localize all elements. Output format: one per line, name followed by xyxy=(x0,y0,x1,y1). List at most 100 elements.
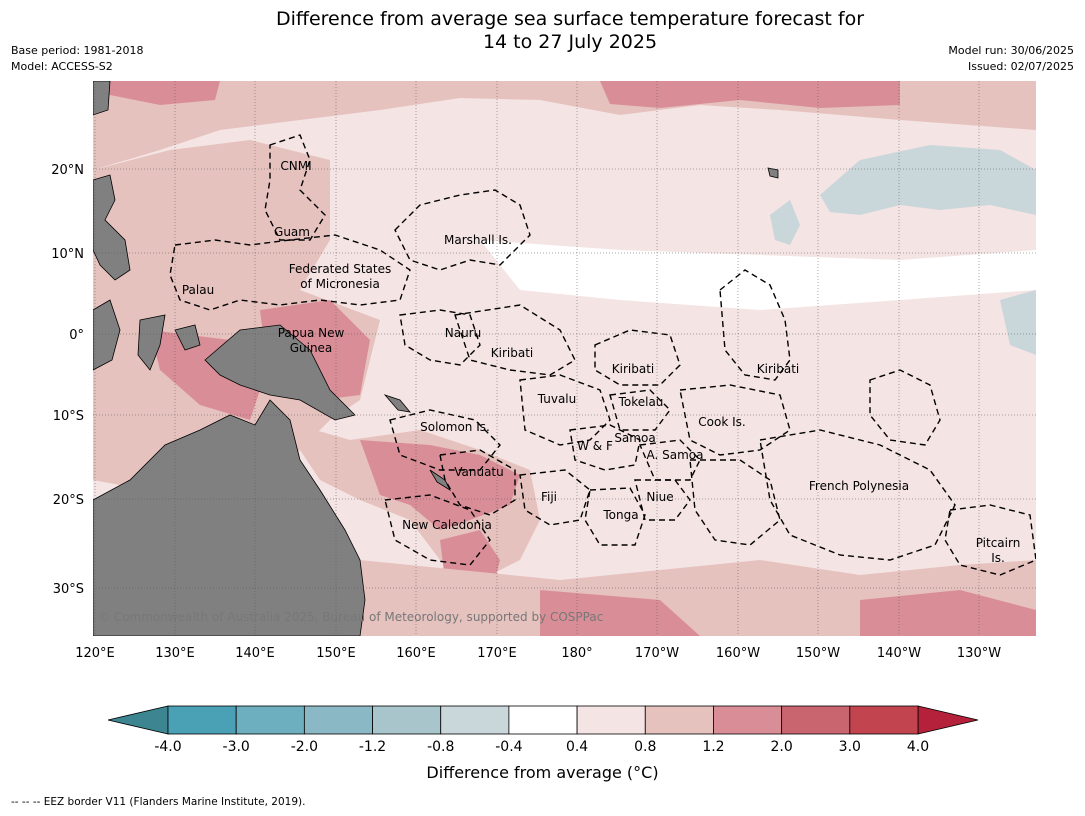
hawaii-landmass xyxy=(767,167,779,179)
colorbar-tick-label: 0.8 xyxy=(634,739,656,755)
chart-title: Difference from average sea surface temp… xyxy=(0,8,1085,54)
region-label: Tonga xyxy=(602,508,638,522)
lat-label: 20°N xyxy=(51,163,84,178)
eez-nauru xyxy=(399,309,481,366)
region-label: Nauru xyxy=(445,326,481,340)
new-guinea-landmass xyxy=(204,324,356,421)
colorbar-tick-label: -3.0 xyxy=(223,739,250,755)
eez-kiribati-central xyxy=(594,329,681,386)
region-label: Solomon Is. xyxy=(420,420,490,434)
colorbar-segment xyxy=(576,705,646,735)
lon-label: 150°W xyxy=(796,646,840,661)
lat-label: 10°S xyxy=(53,409,84,424)
eez-solomon xyxy=(389,409,501,471)
colorbar-segment xyxy=(167,705,237,735)
region-label: Is. xyxy=(991,551,1005,565)
eez-tuvalu xyxy=(519,374,611,446)
eez-cnmi-guam xyxy=(264,134,326,241)
colorbar-segment xyxy=(781,705,851,735)
eez-cook-south xyxy=(689,459,781,546)
region-label: Tuvalu xyxy=(537,392,577,406)
eez-tonga xyxy=(584,487,646,546)
region-label: Marshall Is. xyxy=(444,233,512,247)
region-label: Pitcairn xyxy=(976,536,1021,550)
colorbar-segment xyxy=(440,705,510,735)
region-label: Federated States xyxy=(289,262,391,276)
model-run: Model run: 30/06/2025 xyxy=(948,44,1074,57)
eez-niue xyxy=(634,479,691,521)
sst-hot-northwest xyxy=(100,81,220,105)
eez-marquesas xyxy=(869,369,941,446)
taiwan-landmass xyxy=(93,81,111,116)
colorbar-segment xyxy=(644,705,714,735)
colorbar-tick-label: 1.2 xyxy=(702,739,724,755)
lon-label: 180° xyxy=(561,646,592,661)
eez-borders xyxy=(169,134,1036,576)
region-label: Kiribati xyxy=(757,362,799,376)
sst-hot-south-1 xyxy=(540,590,700,636)
base-period: Base period: 1981-2018 xyxy=(11,44,144,57)
colorbar-tick-label: 2.0 xyxy=(771,739,793,755)
colorbar-tick-label: 0.4 xyxy=(566,739,588,755)
region-label: Tokelau xyxy=(618,395,664,409)
region-label: Fiji xyxy=(541,490,557,504)
region-label: Papua New xyxy=(278,326,345,340)
eez-vanuatu xyxy=(439,449,516,516)
title-line-1: Difference from average sea surface temp… xyxy=(275,8,865,30)
latitude-labels: 20°N 10°N 0° 10°S 20°S 30°S xyxy=(51,163,84,597)
longitude-labels: 120°E 130°E 140°E 150°E 160°E 170°E 180° 170°W 1… xyxy=(75,646,1001,661)
colorbar-segment xyxy=(713,705,783,735)
new-caledonia-landmass xyxy=(429,469,451,492)
map-area xyxy=(93,81,1036,636)
region-label: Vanuatu xyxy=(454,465,504,479)
region-label: Cook Is. xyxy=(698,415,745,429)
region-label: New Caledonia xyxy=(402,518,492,532)
borneo-landmass xyxy=(93,299,121,371)
lon-label: 170°E xyxy=(477,646,517,661)
lon-label: 130°W xyxy=(957,646,1001,661)
sulawesi-landmass xyxy=(137,314,166,371)
lat-label: 10°N xyxy=(51,247,84,262)
colorbar-tick-label: -1.2 xyxy=(359,739,386,755)
eez-marshall xyxy=(394,189,531,271)
eez-american-samoa xyxy=(638,439,701,481)
colorbar-segment xyxy=(372,705,442,735)
colorbar-tick-label: -0.4 xyxy=(495,739,522,755)
colorbar-tick-label: -4.0 xyxy=(154,739,181,755)
graticule xyxy=(93,81,1036,636)
eez-samoa-wf xyxy=(569,424,641,471)
colorbar-tick-label: 4.0 xyxy=(907,739,929,755)
colorbar-tick-label: 3.0 xyxy=(839,739,861,755)
sst-hot-north xyxy=(600,81,900,108)
lat-label: 30°S xyxy=(53,582,84,597)
sst-cool-east xyxy=(1000,290,1036,355)
lon-label: 160°E xyxy=(396,646,436,661)
colorbar: -4.0 -3.0 -2.0 -1.2 -0.8 -0.4 0.4 0.8 1.2 2.0 3.0 4… xyxy=(107,705,979,755)
region-label: of Micronesia xyxy=(300,277,380,291)
sst-cool-northeast xyxy=(820,145,1036,215)
region-label: Guam xyxy=(274,225,310,239)
eez-cook-north xyxy=(679,384,791,456)
model-name: Model: ACCESS-S2 xyxy=(11,60,113,73)
lon-label: 140°E xyxy=(235,646,275,661)
colorbar-label: Difference from average (°C) xyxy=(426,763,659,782)
meta-left: Base period: 1981-2018 Model: ACCESS-S2 xyxy=(11,43,143,75)
region-label: Niue xyxy=(646,490,673,504)
region-label: Guinea xyxy=(290,341,333,355)
lat-label: 20°S xyxy=(53,493,84,508)
region-label: A. Samoa xyxy=(647,448,704,462)
lon-label: 170°W xyxy=(635,646,679,661)
sst-warm-west xyxy=(93,140,380,500)
eez-kiribati-east xyxy=(719,269,791,381)
region-label: Samoa xyxy=(614,431,655,445)
title-line-2: 14 to 27 July 2025 xyxy=(482,31,658,53)
sst-cool-patch xyxy=(770,200,800,245)
lon-label: 120°E xyxy=(75,646,115,661)
eez-fsm xyxy=(169,234,411,311)
eez-kiribati-west xyxy=(454,304,576,376)
copyright-text: © Commonwealth of Australia 2025, Bureau… xyxy=(98,610,603,624)
halmahera-landmass xyxy=(174,324,201,351)
philippines-landmass xyxy=(93,174,131,281)
lon-label: 130°E xyxy=(155,646,195,661)
